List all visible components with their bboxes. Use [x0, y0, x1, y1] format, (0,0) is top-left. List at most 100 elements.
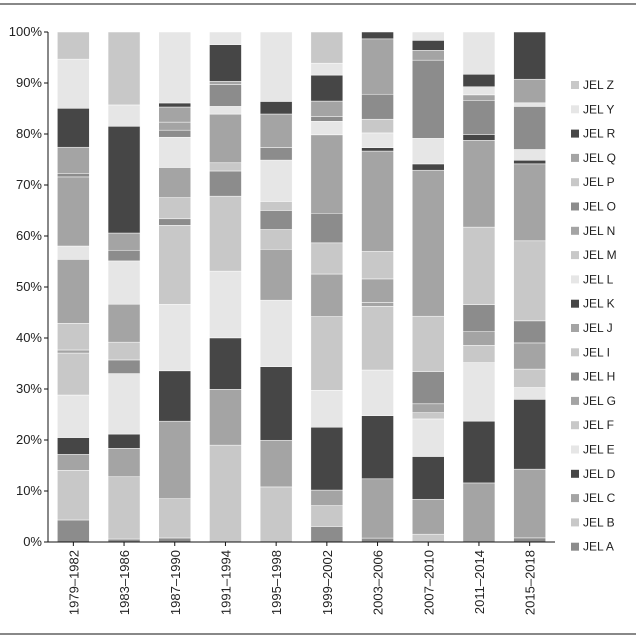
bar-segment [412, 418, 445, 457]
bar-column [412, 31, 445, 543]
bar-segment [107, 476, 141, 540]
bar-segment [513, 149, 546, 161]
bar-segment [259, 31, 293, 102]
legend: JEL Z JEL Y JEL R JEL Q JEL P JEL O JEL N JEL M… [571, 78, 617, 554]
y-tick-label: 50% [16, 279, 42, 294]
legend-label: JEL A [583, 540, 614, 554]
bar-column [57, 31, 90, 543]
bar-segment [158, 197, 191, 220]
y-tick-label: 20% [16, 432, 42, 447]
bar-segment [158, 106, 191, 123]
bar-segment [259, 229, 293, 250]
bar-segment [158, 304, 191, 372]
bar-segment [209, 113, 242, 164]
bar-segment [107, 359, 141, 374]
y-tick-label: 0% [23, 534, 42, 549]
legend-item: JEL Q [571, 151, 616, 165]
bar-segment [57, 454, 90, 471]
bar-segment [209, 31, 242, 45]
bar-segment [412, 533, 445, 543]
legend-swatch [571, 251, 579, 260]
bar-column [513, 31, 546, 543]
bar-segment [513, 368, 546, 388]
bar-segment [462, 362, 496, 422]
bar-segment [158, 136, 191, 168]
bar-segment [57, 108, 90, 148]
legend-label: JEL L [583, 272, 614, 286]
legend-label: JEL Q [583, 151, 616, 165]
legend-item: JEL Y [571, 102, 614, 116]
bar-column [361, 31, 394, 543]
legend-item: JEL G [571, 394, 616, 408]
legend-swatch [571, 542, 579, 551]
y-axis: 0% 10% 20% 30% 40% 50% 60% 70% 80% 90% 100% [9, 24, 49, 549]
bar-segment [361, 415, 394, 480]
bar-segment [513, 468, 546, 539]
legend-label: JEL E [583, 443, 615, 457]
bar-segment [361, 93, 394, 120]
x-tick-label: 1987–1990 [168, 550, 183, 615]
legend-swatch [571, 348, 579, 357]
bar-segment [513, 387, 546, 400]
bar-segment [462, 226, 496, 305]
bar-column [209, 31, 242, 543]
legend-swatch [571, 396, 579, 405]
bar-segment [513, 160, 546, 165]
bar-segment [412, 412, 445, 420]
legend-item: JEL N [571, 224, 615, 238]
bar-segment [57, 259, 90, 324]
bar-segment [259, 366, 293, 441]
legend-swatch [571, 469, 579, 478]
bar-segment [158, 31, 191, 104]
legend-item: JEL D [571, 467, 616, 481]
bar-segment [107, 31, 141, 106]
bar-segment [361, 478, 394, 539]
legend-item: JEL H [571, 370, 615, 384]
bar-segment [158, 121, 191, 131]
bar-segment [310, 242, 344, 275]
bar-segment [107, 126, 141, 234]
bar-segment [462, 74, 496, 87]
legend-label: JEL D [583, 467, 616, 481]
bar-segment [158, 225, 191, 305]
bar-segment [412, 498, 445, 535]
bar-segment [310, 213, 344, 244]
bar-segment [310, 526, 344, 543]
legend-swatch [571, 226, 579, 235]
bar-segment [158, 537, 191, 543]
bar-segment [513, 240, 546, 322]
legend-swatch [571, 518, 579, 527]
bar-segment [209, 195, 242, 272]
bar-segment [462, 134, 496, 141]
bars-group [48, 31, 555, 546]
y-tick-label: 60% [16, 228, 42, 243]
legend-swatch [571, 324, 579, 332]
legend-swatch [571, 445, 579, 454]
bar-segment [259, 159, 293, 202]
bar-segment [158, 218, 191, 226]
x-tick-label: 1979–1982 [66, 550, 81, 615]
legend-item: JEL Z [571, 78, 614, 92]
bar-segment [310, 489, 344, 506]
bar-segment [259, 210, 293, 230]
legend-item: JEL C [571, 491, 616, 505]
bar-segment [513, 399, 546, 470]
bar-segment [412, 40, 445, 51]
legend-swatch [571, 494, 579, 503]
bar-segment [361, 537, 394, 543]
bar-segment [209, 80, 242, 85]
bar-segment [513, 102, 546, 107]
bar-segment [412, 169, 445, 317]
y-tick-label: 30% [16, 381, 42, 396]
bar-segment [462, 345, 496, 363]
bar-segment [57, 173, 90, 178]
bar-segment [57, 146, 90, 174]
bar-segment [57, 176, 90, 247]
bar-segment [57, 437, 90, 455]
bar-segment [412, 315, 445, 372]
legend-label: JEL P [583, 175, 615, 189]
legend-swatch [571, 129, 579, 138]
bar-segment [209, 44, 242, 82]
bar-segment [209, 444, 242, 543]
bar-segment [57, 349, 90, 354]
